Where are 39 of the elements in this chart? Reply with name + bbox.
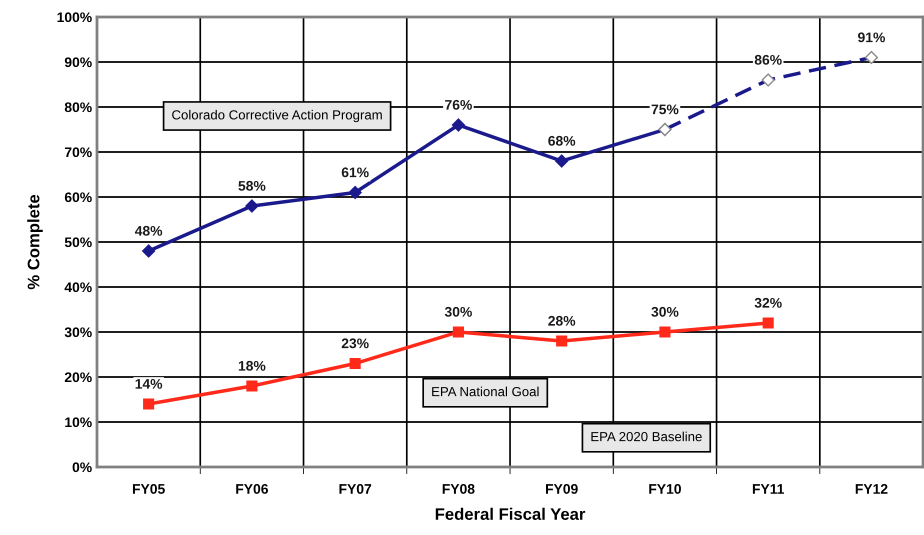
data-label: 61% <box>342 167 369 178</box>
y-tick-label: 0% <box>72 462 92 472</box>
annotation: EPA National Goal <box>432 386 539 396</box>
x-tick-label: FY09 <box>546 484 578 494</box>
y-tick-label: 80% <box>64 102 92 112</box>
x-tick-label: FY12 <box>856 484 888 494</box>
y-axis-title: % Complete <box>27 194 43 290</box>
x-tick-label: FY06 <box>236 484 268 494</box>
data-label: 86% <box>754 54 782 65</box>
x-axis-title: Federal Fiscal Year <box>436 508 586 520</box>
data-label: 58% <box>238 180 266 191</box>
y-tick-label: 20% <box>64 372 92 382</box>
data-label: 30% <box>444 306 472 317</box>
y-tick-label: 100% <box>57 12 92 22</box>
data-label: 91% <box>858 32 885 42</box>
data-label: 76% <box>445 100 472 110</box>
y-tick-label: 90% <box>64 57 92 68</box>
data-label: 18% <box>238 360 266 371</box>
y-tick-label: 50% <box>64 237 92 248</box>
data-label: 23% <box>342 338 369 348</box>
x-tick-label: FY08 <box>442 484 475 494</box>
annotation: Colorado Corrective Action Program <box>172 110 382 122</box>
data-label: 28% <box>548 316 576 326</box>
data-label: 75% <box>652 104 678 114</box>
y-tick-label: 10% <box>65 417 92 428</box>
data-label: 48% <box>134 226 162 236</box>
x-tick-label: FY07 <box>339 484 372 494</box>
data-label: 32% <box>754 298 782 308</box>
annotation: EPA 2020 Baseline <box>591 432 702 442</box>
x-tick-label: FY05 <box>132 484 165 494</box>
x-tick-label: FY11 <box>752 484 784 494</box>
x-tick-label: FY10 <box>649 484 681 494</box>
y-tick-label: 40% <box>64 282 92 292</box>
y-tick-label: 70% <box>64 147 92 158</box>
y-tick-label: 60% <box>64 192 92 202</box>
y-tick-label: 30% <box>64 327 92 338</box>
data-label: 68% <box>548 136 576 146</box>
data-label: 30% <box>651 306 678 317</box>
data-label: 14% <box>136 378 162 389</box>
